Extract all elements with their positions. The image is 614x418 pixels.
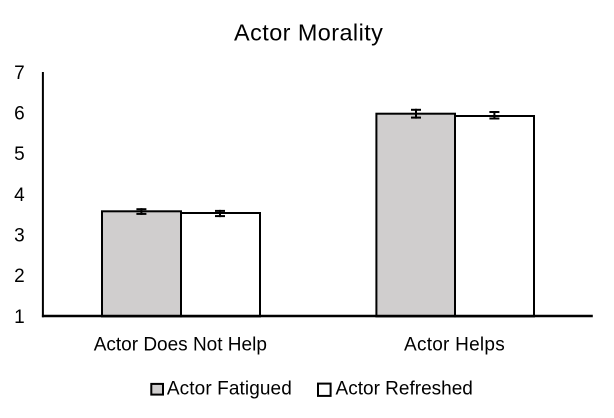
svg-text:3: 3 (14, 226, 25, 247)
svg-text:Actor Refreshed: Actor Refreshed (336, 378, 473, 399)
svg-text:Actor Fatigued: Actor Fatigued (167, 378, 292, 399)
svg-text:5: 5 (14, 144, 25, 165)
svg-text:4: 4 (14, 185, 25, 206)
svg-text:Actor Morality: Actor Morality (234, 19, 383, 45)
svg-text:7: 7 (14, 63, 25, 84)
svg-text:Actor Helps: Actor Helps (404, 335, 505, 356)
svg-text:6: 6 (14, 104, 25, 125)
svg-text:Actor Does Not Help: Actor Does Not Help (94, 335, 267, 356)
svg-text:2: 2 (14, 266, 25, 287)
svg-text:1: 1 (14, 307, 25, 328)
